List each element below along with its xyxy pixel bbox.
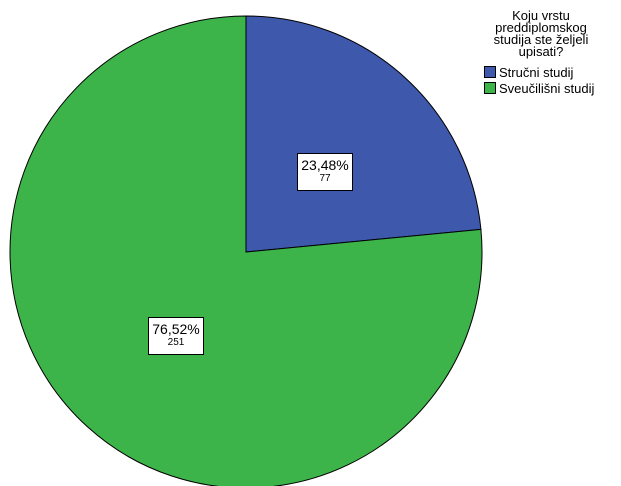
pie-slice-strucni xyxy=(245,15,482,253)
legend: Koju vrstu preddiplomskog studija ste že… xyxy=(480,8,621,96)
legend-item-sveucilisni: Sveučilišni studij xyxy=(484,80,621,96)
data-label-percent: 76,52% xyxy=(152,321,200,337)
legend-title-line: Koju vrstu xyxy=(512,8,570,23)
legend-swatch-strucni xyxy=(484,66,496,78)
pie-slice-sveucilisni xyxy=(9,15,483,486)
legend-label-sveucilisni: Sveučilišni studij xyxy=(499,80,595,96)
legend-title-line: preddiplomskog xyxy=(495,20,587,35)
data-label-percent: 23,48% xyxy=(301,157,349,173)
legend-items: Stručni studij Sveučilišni studij xyxy=(480,64,621,96)
legend-title-line: upisati? xyxy=(518,44,564,59)
data-label-count: 251 xyxy=(167,337,185,348)
legend-swatch-sveucilisni xyxy=(484,82,496,94)
legend-title-line: studija ste željeli xyxy=(493,32,589,47)
data-label-sveucilisni: 76,52% 251 xyxy=(148,317,204,355)
data-label-count: 77 xyxy=(319,173,331,184)
legend-item-strucni: Stručni studij xyxy=(484,64,621,80)
legend-label-strucni: Stručni studij xyxy=(499,64,574,80)
legend-title: Koju vrstu preddiplomskog studija ste že… xyxy=(480,8,602,59)
data-label-strucni: 23,48% 77 xyxy=(297,153,353,191)
